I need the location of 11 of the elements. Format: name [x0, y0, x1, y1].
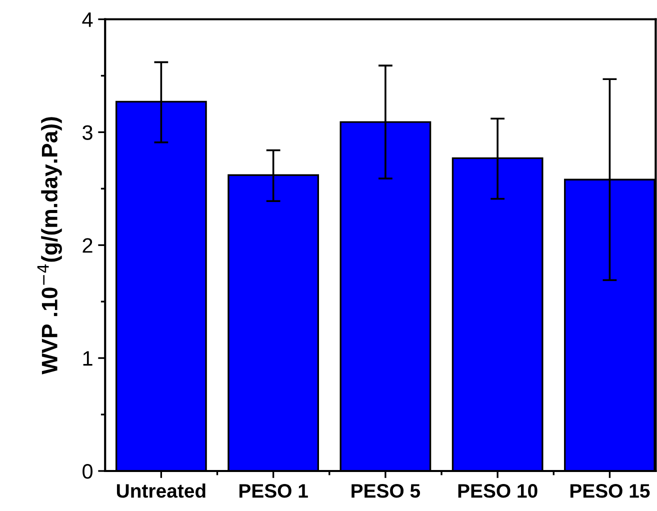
y-tick-label: 0 — [82, 464, 92, 479]
x-tick-label: Untreated — [116, 483, 206, 498]
x-tick-label: PESO 1 — [239, 484, 308, 498]
x-tick-label: PESO 10 — [458, 484, 538, 498]
y-axis-title: WVP .10$^{−4}$(g/(m.day.Pa)) — [37, 117, 62, 374]
y-tick-label: 1 — [83, 351, 92, 366]
x-tick-label: PESO 5 — [352, 484, 420, 498]
y-tick-label: 4 — [82, 12, 93, 27]
y-tick-label: 3 — [82, 125, 92, 140]
y-tick-label: 2 — [82, 238, 92, 253]
x-tick-label: PESO 15 — [570, 484, 650, 498]
